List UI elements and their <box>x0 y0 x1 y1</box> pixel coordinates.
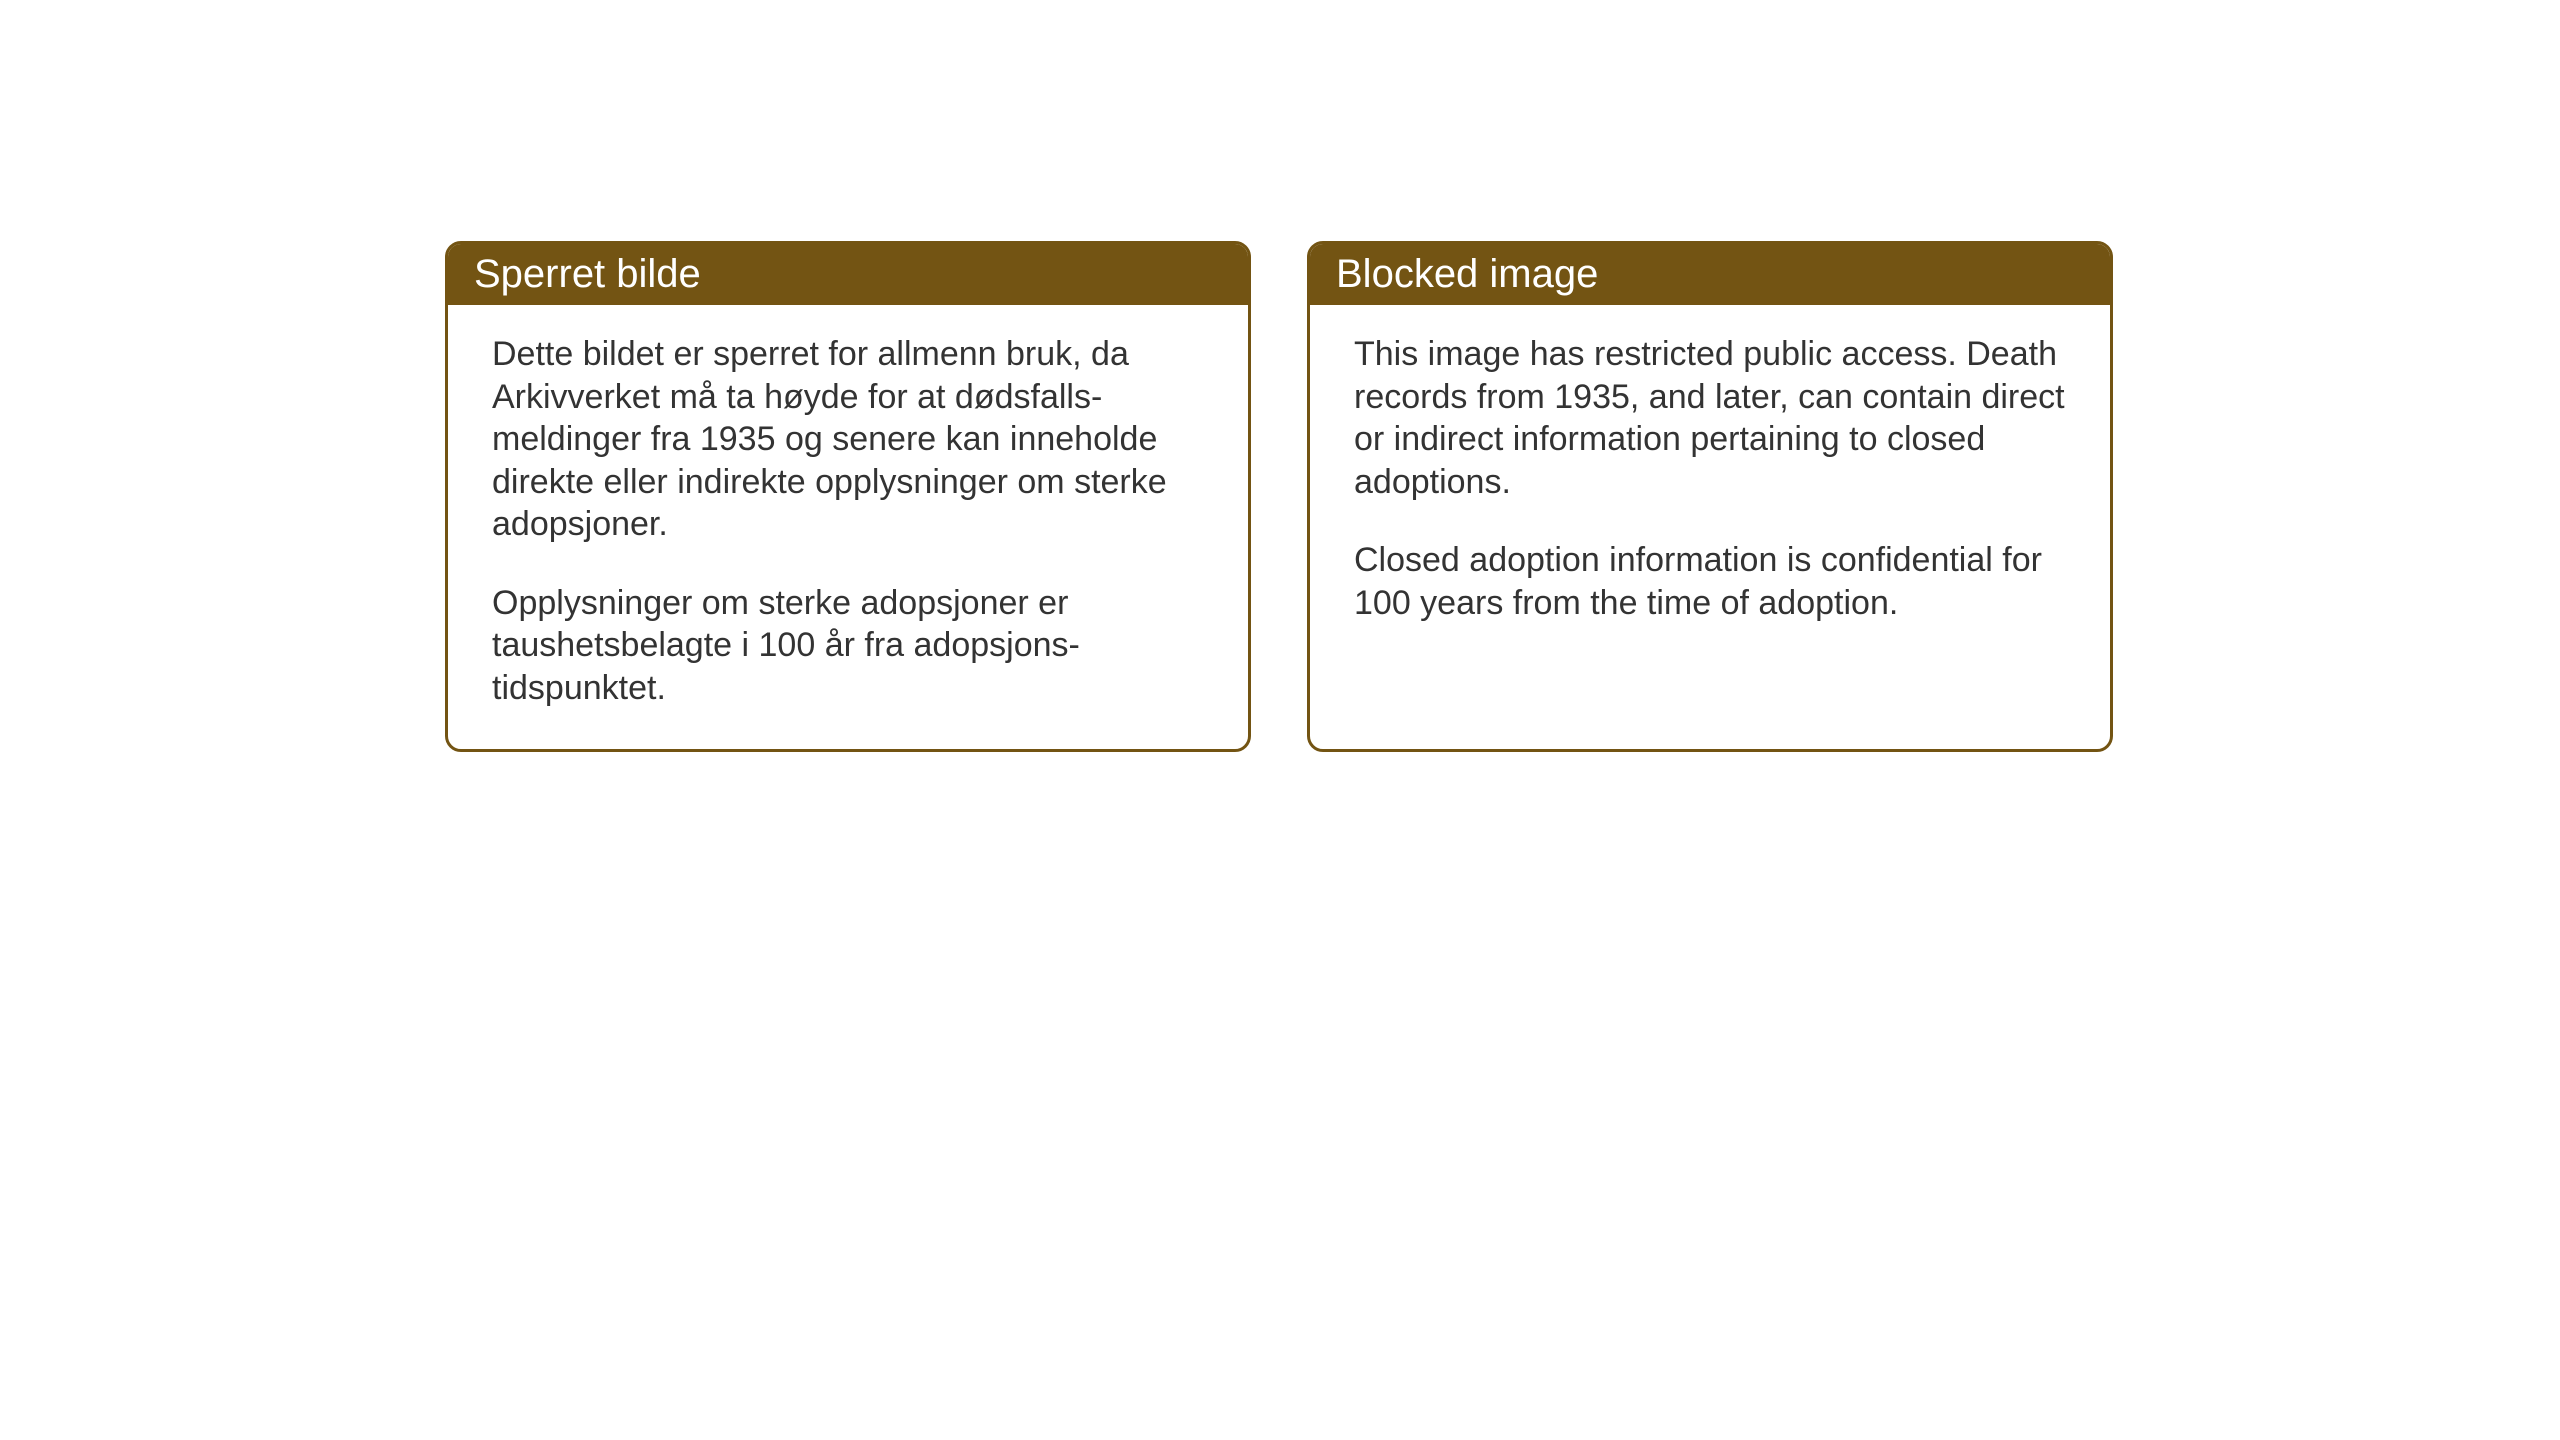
notice-card-norwegian: Sperret bilde Dette bildet er sperret fo… <box>445 241 1251 752</box>
card-header-norwegian: Sperret bilde <box>448 244 1248 305</box>
notice-container: Sperret bilde Dette bildet er sperret fo… <box>445 241 2113 752</box>
paragraph-1-norwegian: Dette bildet er sperret for allmenn bruk… <box>492 333 1204 546</box>
card-body-english: This image has restricted public access.… <box>1310 305 2110 710</box>
notice-card-english: Blocked image This image has restricted … <box>1307 241 2113 752</box>
paragraph-2-english: Closed adoption information is confident… <box>1354 539 2066 624</box>
card-header-english: Blocked image <box>1310 244 2110 305</box>
paragraph-2-norwegian: Opplysninger om sterke adopsjoner er tau… <box>492 582 1204 710</box>
card-body-norwegian: Dette bildet er sperret for allmenn bruk… <box>448 305 1248 749</box>
card-title-norwegian: Sperret bilde <box>474 252 701 296</box>
card-title-english: Blocked image <box>1336 252 1598 296</box>
paragraph-1-english: This image has restricted public access.… <box>1354 333 2066 503</box>
